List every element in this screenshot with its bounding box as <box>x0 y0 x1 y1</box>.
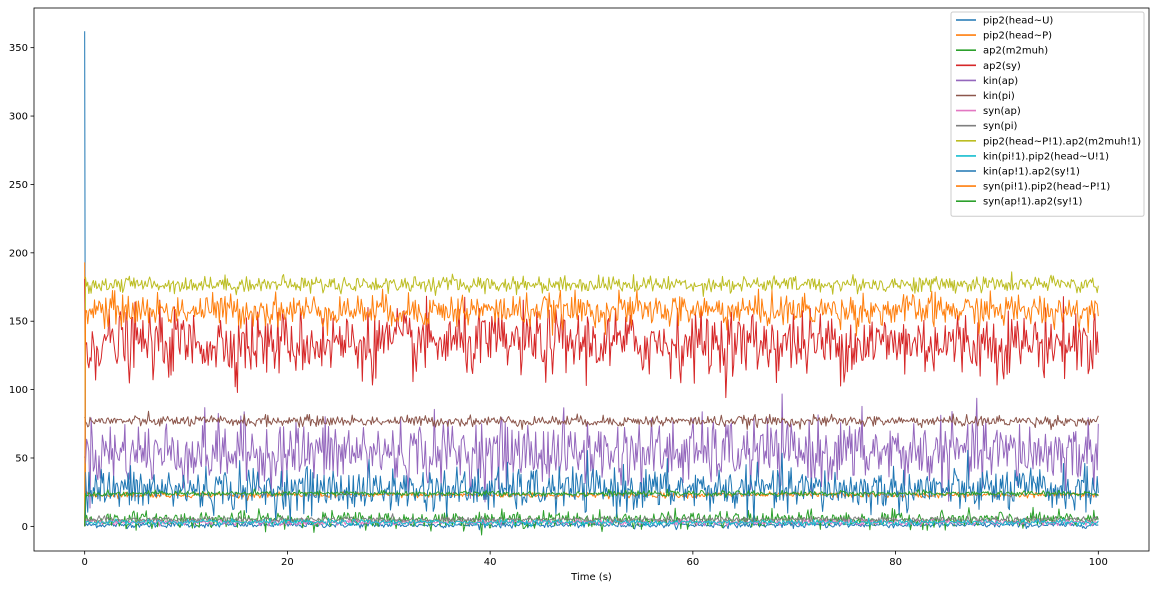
axes-frame <box>33 7 1150 552</box>
legend-entry-label: pip2(head~U) <box>983 16 1053 27</box>
series-line-6 <box>84 410 1099 431</box>
legend-entry-label: kin(ap) <box>983 76 1018 87</box>
legend-entry-label: kin(ap!1).ap2(sy!1) <box>983 167 1080 178</box>
legend-entry-label: syn(ap) <box>983 106 1021 117</box>
x-tick-label: 80 <box>889 557 902 568</box>
y-tick-label: 100 <box>9 385 28 396</box>
series-line-11 <box>84 449 1099 527</box>
y-tick-label: 250 <box>9 180 28 191</box>
series-line-12 <box>84 288 1099 527</box>
y-tick-label: 0 <box>22 522 28 533</box>
legend-entry-label: syn(pi!1).pip2(head~P!1) <box>983 182 1110 193</box>
y-axis-ticks: 0 50 100 150 200 250 300 350 <box>9 43 34 533</box>
legend-entry-label: pip2(head~P!1).ap2(m2muh!1) <box>983 136 1141 147</box>
plot-series-group <box>84 31 1099 536</box>
x-tick-label: 100 <box>1089 557 1108 568</box>
legend: pip2(head~U) pip2(head~P) ap2(m2muh) ap2(sy… <box>950 11 1145 217</box>
legend-entry-label: syn(ap!1).ap2(sy!1) <box>983 197 1083 208</box>
y-tick-label: 50 <box>15 453 28 464</box>
legend-entry-label: kin(pi!1).pip2(head~U!1) <box>983 151 1109 162</box>
series-line-13 <box>84 488 1099 527</box>
legend-entry-label: syn(pi) <box>983 121 1017 132</box>
legend-entry-label: pip2(head~P) <box>983 31 1052 42</box>
legend-entry-label: ap2(m2muh) <box>983 46 1048 57</box>
y-tick-label: 150 <box>9 317 28 328</box>
series-line-9 <box>84 271 1099 527</box>
series-line-1 <box>84 31 1099 531</box>
legend-entry-label: ap2(sy) <box>983 61 1021 72</box>
y-tick-label: 350 <box>9 43 28 54</box>
legend-entry-label: kin(pi) <box>983 91 1015 102</box>
x-tick-label: 40 <box>484 557 497 568</box>
series-line-5 <box>84 393 1099 509</box>
x-axis-ticks: 0 20 40 60 80 100 <box>81 551 1108 568</box>
y-tick-label: 300 <box>9 112 28 123</box>
axes-border <box>33 7 1150 552</box>
series-line-10 <box>84 517 1099 528</box>
legend-box <box>950 11 1145 217</box>
series-line-4 <box>84 278 1099 399</box>
y-tick-label: 200 <box>9 248 28 259</box>
x-axis-label: Time (s) <box>570 572 612 583</box>
x-tick-label: 0 <box>81 557 87 568</box>
x-tick-label: 60 <box>686 557 699 568</box>
x-tick-label: 20 <box>281 557 294 568</box>
